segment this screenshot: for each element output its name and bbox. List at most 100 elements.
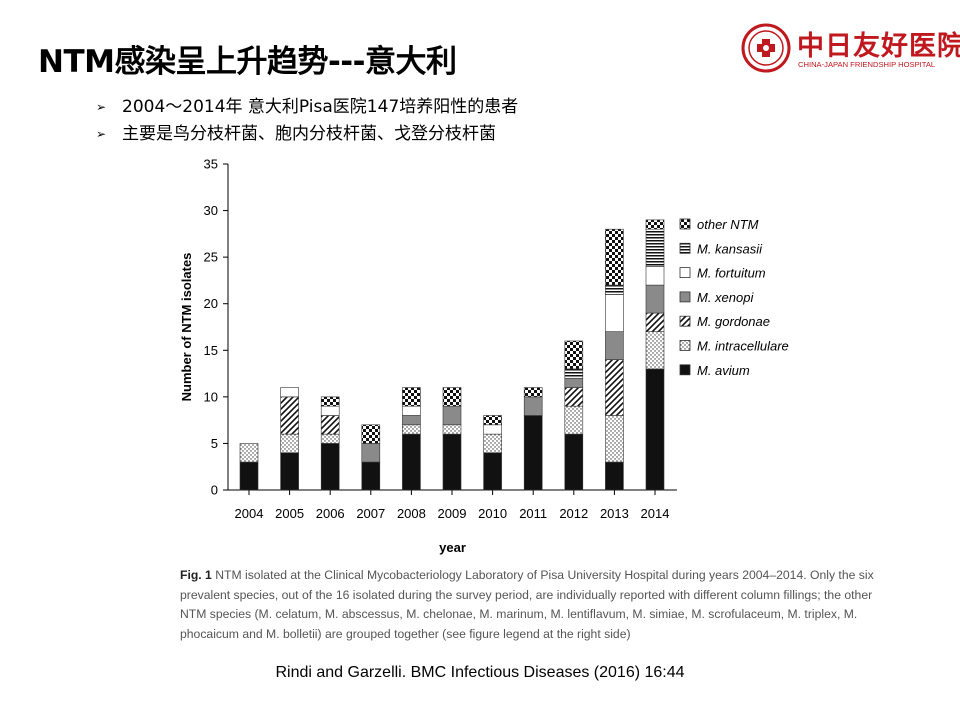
bar-segment [605,294,624,332]
y-tick-label: 0 [211,483,218,498]
bar-segment [564,368,584,379]
figure-label: Fig. 1 [180,568,212,582]
bar-segment [483,452,502,491]
bar-segment [564,387,584,407]
bar-segment [483,415,502,426]
figure-caption-text: NTM isolated at the Clinical Mycobacteri… [180,568,874,641]
bullet-list: ➢ 2004～2014年 意大利Pisa医院147培养阳性的患者 ➢ 主要是鸟分… [96,94,518,148]
hospital-logo: 中日友好医院 CHINA-JAPAN FRIENDSHIP HOSPITAL [740,22,960,74]
arrow-bullet-icon: ➢ [96,100,107,114]
legend-swatch [679,267,691,279]
x-tick-label: 2006 [316,506,345,521]
slide-title: NTM感染呈上升趋势---意大利 [38,44,457,80]
bar-segment [483,424,502,435]
bar-segment [605,461,624,491]
hospital-name: 中日友好医院 [797,31,960,62]
legend-label: M. gordonae [697,314,770,329]
bar-segment [402,405,421,416]
bar-segment [280,396,299,435]
bar-segment [402,387,421,407]
y-tick-label: 15 [204,343,218,358]
x-tick-label: 2014 [641,506,670,521]
legend-label: other NTM [697,217,759,232]
bar-segment [605,284,624,295]
y-tick-label: 25 [204,250,218,265]
bar-segment [402,424,421,435]
x-tick-label: 2009 [438,506,467,521]
legend-swatch [679,364,691,376]
x-tick-label: 2005 [275,506,304,521]
bar-segment [442,387,462,407]
x-tick-label: 2007 [356,506,385,521]
bar-segment [280,387,299,398]
hospital-subtitle: CHINA-JAPAN FRIENDSHIP HOSPITAL [798,60,936,69]
legend-label: M. avium [697,363,750,378]
bar-segment [645,368,665,491]
y-tick-label: 35 [204,157,218,172]
arrow-bullet-icon: ➢ [96,127,107,141]
bar-segment [605,415,624,463]
x-tick-label: 2004 [235,506,264,521]
bar-segment [442,405,462,426]
bar-segment [320,396,340,407]
bullet-item: ➢ 2004～2014年 意大利Pisa医院147培养阳性的患者 [96,94,518,121]
bullet-text: 2004～2014年 意大利Pisa医院147培养阳性的患者 [122,97,519,117]
x-tick-label: 2013 [600,506,629,521]
legend-swatch [679,315,691,327]
y-tick-label: 30 [204,203,218,218]
legend-label: M. xenopi [697,290,754,305]
legend-label: M. intracellulare [697,339,789,354]
legend-label: M. fortuitum [697,266,766,281]
bar-segment [564,433,584,491]
bar-segment [402,433,421,491]
legend-swatch [679,218,691,230]
legend-swatch [679,291,691,303]
bar-segment [645,312,665,332]
bar-segment [361,424,381,444]
y-tick-label: 5 [211,436,218,451]
bar-segment [564,377,584,388]
bullet-text: 主要是鸟分枝杆菌、胞内分枝杆菌、戈登分枝杆菌 [122,124,496,144]
x-tick-label: 2010 [478,506,507,521]
bar-segment [280,452,299,491]
citation: Rindi and Garzelli. BMC Infectious Disea… [275,664,685,681]
bar-segment [361,443,381,463]
bar-segment [442,433,462,491]
bullet-item: ➢ 主要是鸟分枝杆菌、胞内分枝杆菌、戈登分枝杆菌 [96,121,518,148]
bar-segment [280,433,299,454]
bar-segment [645,228,665,267]
y-tick-label: 20 [204,296,218,311]
bar-segment [483,433,502,454]
bar-segment [320,443,340,491]
bar-segment [645,266,665,286]
bar-segment [605,331,624,360]
legend-swatch [679,340,691,351]
x-axis-title: year [439,540,466,555]
x-tick-label: 2011 [519,506,547,521]
bar-segment [564,405,584,435]
bar-segment [402,415,421,426]
figure-caption: Fig. 1 NTM isolated at the Clinical Myco… [180,566,900,644]
y-axis-title: Number of NTM isolates [179,253,194,402]
bar-segment [564,340,584,370]
bar-segment [320,433,340,444]
legend-swatch [679,242,691,254]
bar-segment [605,228,624,286]
bar-segment [645,284,665,314]
bar-segment [523,387,543,398]
bar-segment [320,415,340,435]
bar-segment [523,396,543,416]
bar-segment [645,331,665,370]
bar-segment [320,405,340,416]
hospital-emblem-icon [741,23,791,73]
bar-segment [442,424,462,435]
bar-segment [361,461,381,491]
x-tick-label: 2012 [559,506,588,521]
y-tick-label: 10 [204,389,218,404]
bar-segment [605,359,624,416]
legend-label: M. kansasii [697,241,763,256]
bar-segment [645,219,665,230]
x-tick-label: 2008 [397,506,426,521]
bar-segment [239,461,259,491]
stacked-bar-chart: 0 5 10 15 20 25 30 35 2004 2005 2006 2007 2008 2009 20… [179,157,789,556]
